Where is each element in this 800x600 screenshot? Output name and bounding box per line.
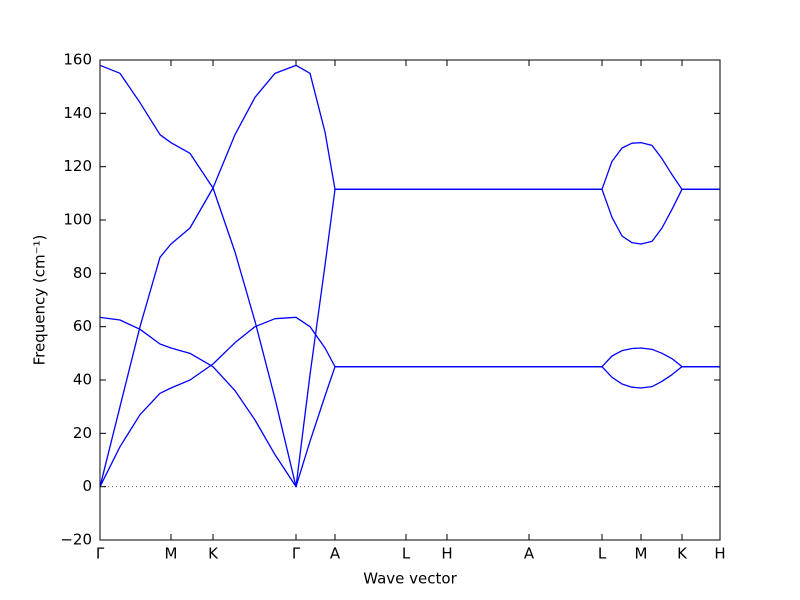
x-tick-label: H <box>441 545 452 563</box>
band-line <box>99 316 720 487</box>
y-tick-label: 20 <box>73 424 92 442</box>
y-tick-label: 140 <box>63 104 92 122</box>
x-tick-label: M <box>635 545 648 563</box>
x-tick-label: Γ <box>292 545 301 563</box>
y-tick-label: 0 <box>82 477 92 495</box>
y-tick-label: 160 <box>63 51 92 69</box>
x-tick-label: M <box>165 545 178 563</box>
plot-frame <box>99 59 721 541</box>
y-tick-label: 40 <box>73 371 92 389</box>
x-tick-label: K <box>208 545 219 563</box>
band-line <box>99 64 720 487</box>
x-tick-label: Γ <box>96 545 105 563</box>
y-axis-label: Frequency (cm⁻¹) <box>31 235 49 366</box>
x-tick-label: K <box>677 545 688 563</box>
y-tick-label: 100 <box>63 211 92 229</box>
y-tick-label: −20 <box>60 531 92 549</box>
y-tick-label: 80 <box>73 264 92 282</box>
band-line <box>99 316 720 488</box>
x-tick-label: A <box>524 545 535 563</box>
x-tick-label: A <box>330 545 341 563</box>
x-axis-label: Wave vector <box>363 570 457 588</box>
y-tick-label: 60 <box>73 317 92 335</box>
x-tick-label: H <box>714 545 725 563</box>
x-tick-label: L <box>402 545 411 563</box>
x-tick-label: L <box>598 545 607 563</box>
y-tick-label: 120 <box>63 157 92 175</box>
band-line <box>99 64 720 488</box>
